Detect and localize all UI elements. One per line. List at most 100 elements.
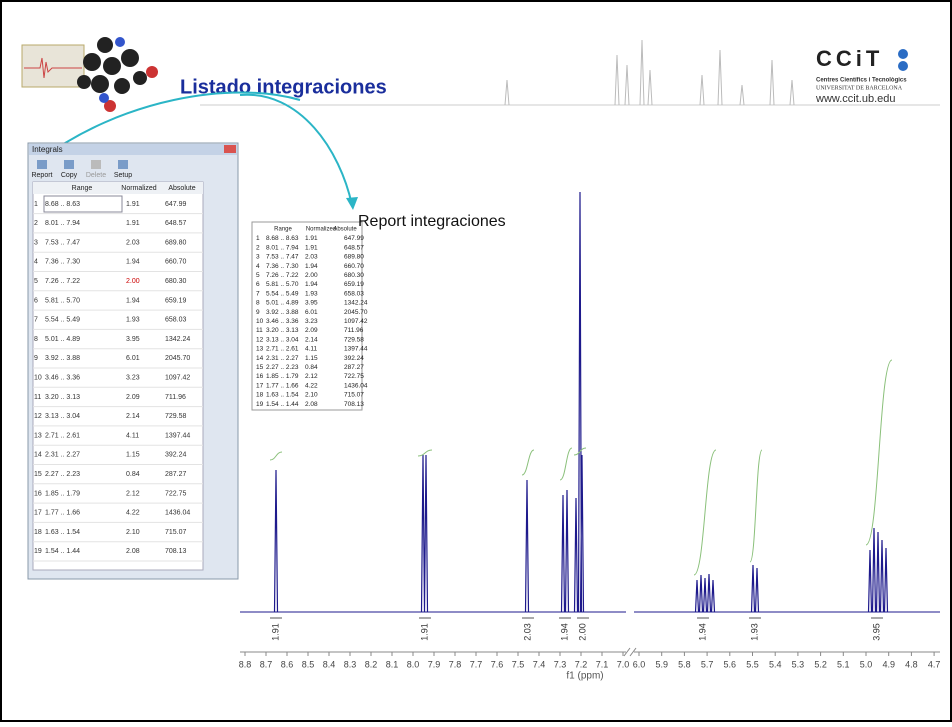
- report-cell: 0.84: [305, 364, 318, 371]
- cell: 7.26 .. 7.22: [45, 278, 80, 285]
- tick-label: 5.5: [746, 659, 759, 669]
- toolbar-button[interactable]: Copy: [61, 172, 78, 179]
- toolbar-button[interactable]: Delete: [86, 172, 106, 179]
- cell: 658.03: [165, 317, 187, 324]
- cell: 689.80: [165, 239, 187, 246]
- cell: 9: [34, 355, 38, 362]
- report-cell: 2.03: [305, 254, 318, 261]
- cell: 711.96: [165, 394, 186, 401]
- report-cell: 708.13: [344, 401, 364, 408]
- report-cell: 2.00: [305, 272, 318, 279]
- tick-label: 7.0: [617, 659, 630, 669]
- cell: 1097.42: [165, 375, 190, 382]
- report-cell: 1097.42: [344, 318, 368, 325]
- report-cell: 2.09: [305, 327, 318, 334]
- report-cell: 711.96: [344, 327, 364, 334]
- report-cell: 5.01 .. 4.89: [266, 300, 299, 307]
- column-header: Absolute: [168, 185, 195, 192]
- report-cell: 2.71 .. 2.61: [266, 346, 299, 353]
- cell: 2.31 .. 2.27: [45, 452, 80, 459]
- report-cell: 659.19: [344, 281, 364, 288]
- report-cell: 8.01 .. 7.94: [266, 244, 299, 251]
- tick-label: 7.7: [470, 659, 483, 669]
- cell: 14: [34, 452, 42, 459]
- cell: 13: [34, 432, 42, 439]
- column-header: Normalized: [121, 185, 157, 192]
- report-cell: 18: [256, 392, 264, 399]
- tick-label: 4.9: [882, 659, 895, 669]
- toolbar-icon[interactable]: [37, 160, 47, 169]
- cell: 1436.04: [165, 510, 190, 517]
- report-cell: 6: [256, 281, 260, 288]
- cell: 3.92 .. 3.88: [45, 355, 80, 362]
- cell: 1.91: [126, 201, 140, 208]
- report-cell: 392.24: [344, 355, 364, 362]
- cell: 2.14: [126, 413, 140, 420]
- tick-label: 8.4: [323, 659, 336, 669]
- cell: 729.58: [165, 413, 187, 420]
- cell: 17: [34, 510, 42, 517]
- tick-label: 8.2: [365, 659, 378, 669]
- report-cell: 13: [256, 346, 264, 353]
- report-cell: 19: [256, 401, 264, 408]
- toolbar-icon[interactable]: [64, 160, 74, 169]
- report-cell: 3.23: [305, 318, 318, 325]
- tick-label: 7.8: [449, 659, 462, 669]
- report-cell: 715.07: [344, 392, 364, 399]
- report-header: Absolute: [333, 227, 357, 233]
- toolbar-button[interactable]: Report: [31, 172, 52, 179]
- toolbar-icon[interactable]: [118, 160, 128, 169]
- report-cell: 1.94: [305, 263, 318, 270]
- tick-label: 8.3: [344, 659, 357, 669]
- cell: 1.54 .. 1.44: [45, 548, 80, 555]
- tick-label: 5.2: [814, 659, 827, 669]
- logo-dot: [898, 61, 908, 71]
- report-cell: 5.54 .. 5.49: [266, 290, 299, 297]
- report-cell: 1.63 .. 1.54: [266, 392, 299, 399]
- report-cell: 1.93: [305, 290, 318, 297]
- tick-label: 5.0: [860, 659, 873, 669]
- cell: 2.08: [126, 548, 140, 555]
- logo-dot: [898, 49, 908, 59]
- tick-label: 5.1: [837, 659, 850, 669]
- cell: 10: [34, 375, 42, 382]
- report-cell: 16: [256, 373, 264, 380]
- cell: 1.77 .. 1.66: [45, 510, 80, 517]
- close-button[interactable]: [224, 145, 236, 153]
- integral-label: 1.94: [697, 623, 707, 641]
- cell: 19: [34, 548, 42, 555]
- report-cell: 3.20 .. 3.13: [266, 327, 299, 334]
- report-cell: 722.75: [344, 373, 364, 380]
- cell: 8.68 .. 8.63: [45, 201, 80, 208]
- report-cell: 1.15: [305, 355, 318, 362]
- report-cell: 1.54 .. 1.44: [266, 401, 299, 408]
- tick-label: 8.0: [407, 659, 420, 669]
- integral-label: 2.03: [522, 623, 532, 641]
- cell: 2.71 .. 2.61: [45, 432, 80, 439]
- cell: 1.63 .. 1.54: [45, 529, 80, 536]
- cell: 1.85 .. 1.79: [45, 490, 80, 497]
- report-cell: 287.27: [344, 364, 364, 371]
- report-cell: 2.31 .. 2.27: [266, 355, 299, 362]
- tick-label: 8.7: [260, 659, 273, 669]
- report-cell: 2.27 .. 2.23: [266, 364, 299, 371]
- report-cell: 1.94: [305, 281, 318, 288]
- integral-label: 3.95: [871, 623, 881, 641]
- report-cell: 7.53 .. 7.47: [266, 254, 299, 261]
- cell: 7: [34, 317, 38, 324]
- toolbar-icon[interactable]: [91, 160, 101, 169]
- tick-label: 8.5: [302, 659, 315, 669]
- cell: 8: [34, 336, 38, 343]
- report-cell: 4.22: [305, 382, 318, 389]
- report-header: Normalized: [306, 227, 336, 233]
- cell: 8.01 .. 7.94: [45, 220, 80, 227]
- cell: 2.03: [126, 239, 140, 246]
- cell: 15: [34, 471, 42, 478]
- cell: 5: [34, 278, 38, 285]
- tick-label: 8.1: [386, 659, 399, 669]
- cell: 3.13 .. 3.04: [45, 413, 80, 420]
- cell: 5.81 .. 5.70: [45, 297, 80, 304]
- toolbar-button[interactable]: Setup: [114, 172, 132, 179]
- tick-label: 8.8: [239, 659, 252, 669]
- report-cell: 2.12: [305, 373, 318, 380]
